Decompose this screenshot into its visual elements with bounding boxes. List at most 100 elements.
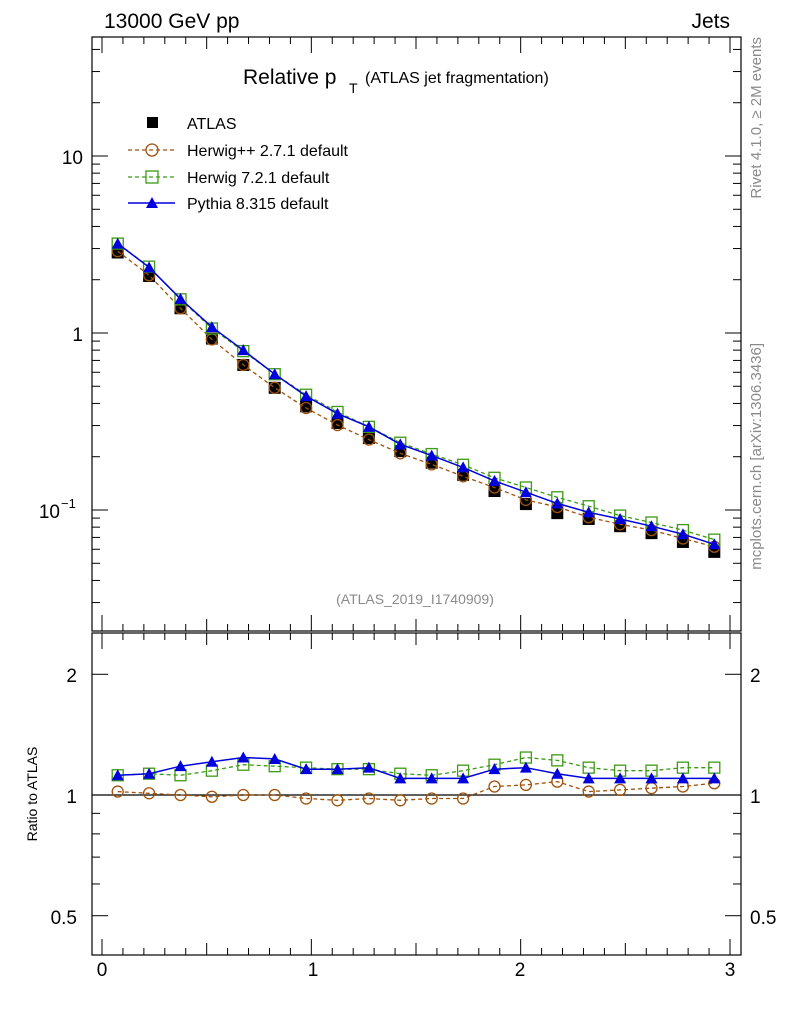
main-point-pythia — [237, 344, 250, 356]
ratio-point-herwigpp — [174, 788, 187, 802]
ratio-ytick-label-2-right: 2 — [750, 666, 761, 687]
main-axis-ticks — [92, 37, 741, 631]
ratio-point-herwigpp — [613, 783, 627, 797]
main-line-herwigpp — [117, 250, 715, 548]
ratio-point-pythia — [300, 763, 313, 775]
main-point-pythia — [551, 497, 564, 509]
legend-marker-pythia — [146, 197, 158, 208]
xtick-label-1: 1 — [308, 960, 319, 981]
main-point-atlas — [331, 417, 344, 430]
main-point-pythia — [143, 261, 156, 273]
ratio-point-pythia — [614, 772, 627, 784]
ratio-line-herwigpp — [117, 780, 715, 801]
ratio-point-herwigpp — [425, 792, 438, 805]
main-series-group — [111, 237, 721, 558]
main-line-pythia — [117, 243, 715, 546]
ratio-point-pythia — [519, 761, 532, 773]
legend-marker-atlas — [147, 117, 158, 128]
xtick-label-3: 3 — [725, 960, 736, 981]
ratio-point-pythia — [111, 769, 124, 781]
ratio-line-pythia — [117, 756, 715, 780]
analysis-id-label: (ATLAS_2019_I1740909) — [336, 591, 494, 607]
ratio-point-pythia — [331, 763, 344, 775]
ratio-point-herwigpp — [299, 792, 313, 805]
legend-marker-herwigpp — [145, 143, 159, 157]
ratio-point-pythia — [708, 772, 721, 784]
ratio-point-pythia — [362, 761, 375, 773]
ratio-ytick-label-2-left: 2 — [66, 666, 77, 687]
main-point-pythia — [331, 407, 344, 419]
ratio-point-herwigpp — [268, 788, 281, 802]
ratio-point-pythia — [645, 772, 658, 784]
ratio-axis-ticks — [92, 633, 741, 955]
xtick-label-0: 0 — [97, 960, 108, 981]
main-point-pythia — [300, 390, 313, 402]
ratio-point-herwig7 — [551, 754, 564, 767]
title-main: Relative p — [243, 66, 336, 89]
ratio-point-pythia — [676, 772, 689, 784]
ratio-point-pythia — [394, 772, 407, 784]
ratio-ylabel: Ratio to ATLAS — [24, 747, 40, 842]
main-point-pythia — [205, 321, 218, 333]
ratio-ytick-label-1-right: 1 — [750, 787, 761, 808]
legend-label-pythia: Pythia 8.315 default — [187, 196, 329, 213]
main-point-pythia — [614, 512, 627, 524]
main-point-pythia — [268, 368, 281, 380]
ratio-point-herwigpp — [362, 792, 376, 805]
title-subscript: T — [349, 80, 358, 96]
title-suffix: (ATLAS jet fragmentation) — [365, 70, 549, 87]
ratio-point-herwigpp — [237, 788, 250, 802]
main-point-herwigpp — [362, 433, 376, 446]
ratio-point-pythia — [457, 772, 470, 784]
main-point-pythia — [488, 474, 501, 486]
legend-label-herwig7: Herwig 7.2.1 default — [187, 170, 330, 187]
ratio-point-herwigpp — [488, 780, 501, 793]
main-line-herwig7 — [117, 243, 715, 541]
main-point-herwigpp — [331, 418, 344, 432]
ratio-ytick-label-0.5-right: 0.5 — [750, 908, 776, 929]
ytick-label-0.1-base: 10 — [39, 502, 60, 523]
ratio-point-pythia — [488, 763, 501, 775]
main-point-pythia — [111, 237, 124, 249]
ratio-point-pythia — [143, 767, 156, 779]
ytick-label-1: 1 — [72, 325, 83, 346]
main-point-pythia — [174, 292, 187, 304]
main-point-herwigpp — [268, 381, 281, 394]
main-point-pythia — [362, 420, 375, 432]
ytick-label-10: 10 — [62, 148, 83, 169]
xtick-label-2: 2 — [515, 960, 526, 981]
ratio-point-herwigpp — [582, 785, 595, 798]
main-point-pythia — [457, 461, 470, 473]
ratio-point-pythia — [237, 751, 250, 763]
header-right: Jets — [691, 10, 730, 33]
ratio-point-herwigpp — [111, 785, 124, 798]
main-point-atlas — [519, 498, 532, 511]
ratio-point-pythia — [268, 752, 281, 764]
main-point-atlas — [488, 485, 501, 498]
ytick-label-0.1: 10 −1 — [39, 496, 76, 523]
legend-marker-herwig7 — [145, 170, 159, 184]
main-point-herwigpp — [237, 358, 250, 372]
main-point-atlas — [551, 507, 564, 520]
ratio-point-pythia — [174, 760, 187, 772]
ratio-point-herwigpp — [394, 794, 407, 807]
main-point-pythia — [582, 506, 595, 518]
main-point-pythia — [708, 538, 721, 550]
legend-label-herwigpp: Herwig++ 2.7.1 default — [187, 143, 349, 160]
legend: ATLAS Herwig++ 2.7.1 default Herwig 7.2.… — [128, 116, 349, 213]
ytick-label-0.1-exp: −1 — [61, 496, 76, 511]
main-point-pythia — [425, 449, 438, 461]
ratio-plot-frame — [91, 632, 742, 956]
ratio-point-herwigpp — [205, 790, 219, 803]
ratio-point-herwigpp — [142, 787, 156, 800]
ratio-point-pythia — [582, 772, 595, 784]
ratio-ytick-label-1-left: 1 — [66, 787, 77, 808]
side-rivet-text: Rivet 4.1.0, ≥ 2M events — [748, 37, 765, 199]
ratio-point-herwigpp — [331, 794, 344, 807]
ratio-point-pythia — [551, 767, 564, 779]
main-point-pythia — [676, 528, 689, 540]
ratio-series-group — [111, 751, 721, 807]
header-left: 13000 GeV pp — [104, 10, 239, 33]
main-point-pythia — [394, 438, 407, 450]
